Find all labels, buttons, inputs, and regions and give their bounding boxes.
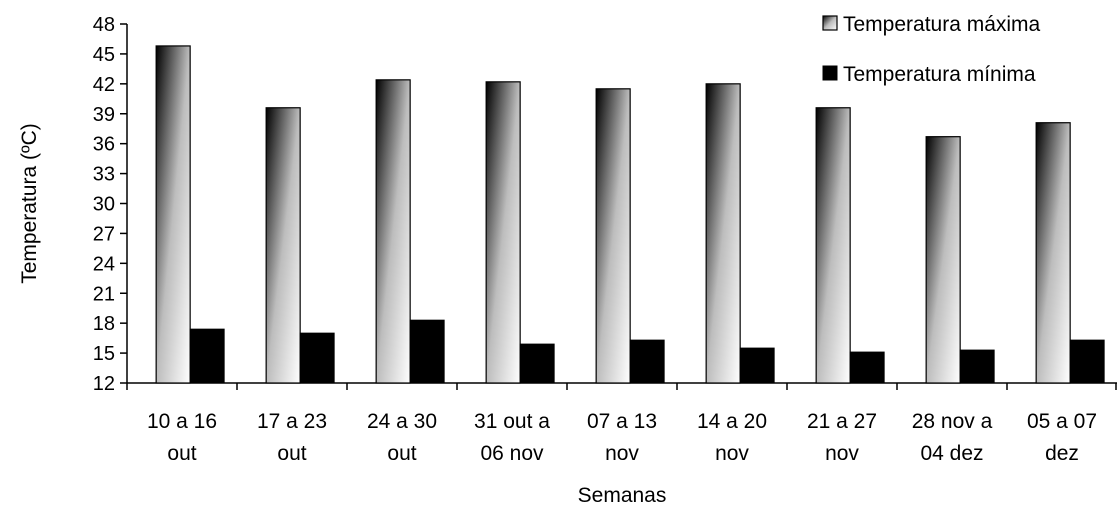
legend-swatch-temperatura-minima (822, 65, 838, 81)
x-category-label: dez (1045, 442, 1079, 465)
bar-temperatura-minima (519, 343, 555, 384)
y-tick-label: 36 (93, 134, 115, 156)
x-category-label: out (167, 442, 196, 465)
x-category-label: 10 a 16 (147, 410, 217, 433)
bar-temperatura-maxima (265, 107, 301, 384)
bar-temperatura-maxima (1035, 122, 1071, 384)
bar-temperatura-maxima (815, 107, 851, 384)
x-category-label: 24 a 30 (367, 410, 437, 433)
bar-temperatura-maxima (595, 88, 631, 384)
y-tick-label: 24 (93, 253, 115, 275)
x-category-label: out (387, 442, 416, 465)
bar-temperatura-maxima (485, 81, 521, 384)
legend: Temperatura máxima Temperatura mínima (822, 13, 1041, 86)
bar-temperatura-minima (849, 351, 885, 384)
y-tick-label: 42 (93, 74, 115, 96)
legend-label-temperatura-minima: Temperatura mínima (843, 63, 1036, 86)
bar-temperatura-maxima (375, 79, 411, 384)
x-category-label: 06 nov (480, 442, 544, 465)
x-category-label: 31 out a (474, 410, 550, 433)
y-tick-label: 21 (93, 283, 115, 305)
y-tick-label: 48 (93, 14, 115, 36)
y-tick-label: 33 (93, 164, 115, 186)
y-tick-label: 12 (93, 373, 115, 395)
bar-temperatura-minima (629, 339, 665, 384)
bar-temperatura-minima (1069, 339, 1105, 384)
y-axis-title: Temperatura (ºC) (18, 123, 41, 284)
bars (155, 45, 1105, 384)
bar-temperatura-minima (409, 319, 445, 384)
labels: 12 15 18 21 24 27 30 33 36 39 42 45 48 Temperatura (º… (18, 14, 1097, 507)
y-tick-label: 27 (93, 223, 115, 245)
x-category-label: 05 a 07 (1027, 410, 1097, 433)
y-tick-label: 45 (93, 44, 115, 66)
bar-temperatura-minima (739, 347, 775, 384)
y-tick-label: 39 (93, 104, 115, 126)
x-category-label: 04 dez (920, 442, 983, 465)
bar-temperatura-maxima (925, 136, 961, 384)
y-tick-label: 18 (93, 313, 115, 335)
x-category-label: nov (825, 442, 859, 465)
bar-temperatura-minima (299, 332, 335, 384)
y-tick-label: 30 (93, 194, 115, 216)
x-category-label: 17 a 23 (257, 410, 327, 433)
x-category-label: nov (715, 442, 749, 465)
x-axis-title: Semanas (578, 484, 667, 507)
legend-label-temperatura-maxima: Temperatura máxima (843, 13, 1041, 36)
x-category-label: out (277, 442, 306, 465)
x-category-label: nov (605, 442, 639, 465)
bar-temperatura-minima (959, 349, 995, 384)
bar-temperatura-maxima (705, 83, 741, 384)
x-category-label: 07 a 13 (587, 410, 657, 433)
x-category-label: 28 nov a (912, 410, 993, 433)
bar-temperatura-maxima (155, 45, 191, 384)
x-category-label: 21 a 27 (807, 410, 877, 433)
legend-swatch-temperatura-maxima (822, 15, 838, 31)
bar-temperatura-minima (189, 328, 225, 384)
y-tick-label: 15 (93, 343, 115, 365)
x-category-label: 14 a 20 (697, 410, 767, 433)
